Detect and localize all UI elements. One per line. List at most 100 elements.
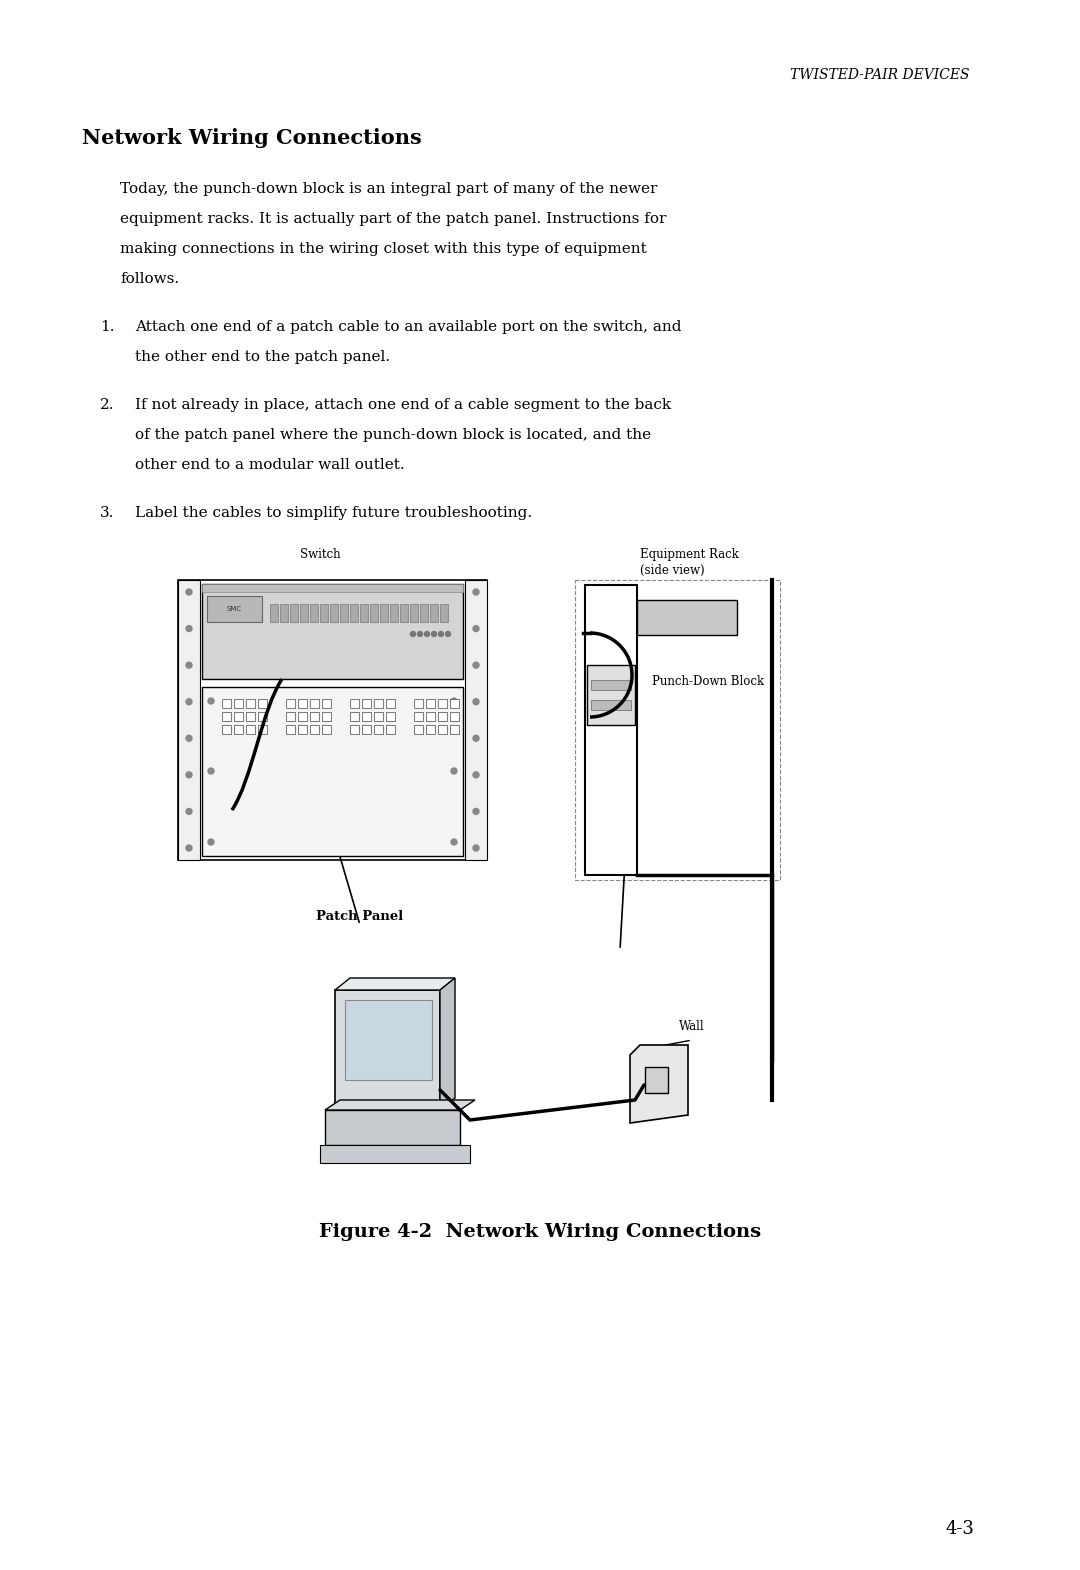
Bar xyxy=(258,713,267,721)
Bar xyxy=(286,713,295,721)
Circle shape xyxy=(451,838,457,845)
Bar xyxy=(645,1068,669,1093)
Bar xyxy=(246,725,255,735)
Bar xyxy=(374,725,383,735)
Circle shape xyxy=(451,768,457,774)
Bar xyxy=(362,713,372,721)
Text: other end to a modular wall outlet.: other end to a modular wall outlet. xyxy=(135,458,405,473)
Bar xyxy=(362,725,372,735)
Circle shape xyxy=(410,631,416,636)
Bar xyxy=(320,604,328,622)
Bar xyxy=(414,699,423,708)
Circle shape xyxy=(473,625,480,631)
Text: SMC: SMC xyxy=(227,606,242,612)
Bar xyxy=(591,700,631,710)
Bar xyxy=(234,699,243,708)
Bar xyxy=(300,604,308,622)
Text: Equipment Rack
(side view): Equipment Rack (side view) xyxy=(640,548,739,578)
Bar xyxy=(370,604,378,622)
Bar xyxy=(450,725,459,735)
Circle shape xyxy=(186,625,192,631)
Bar xyxy=(310,713,319,721)
Bar xyxy=(374,713,383,721)
Bar xyxy=(178,579,200,860)
Bar xyxy=(202,688,463,856)
Bar xyxy=(325,1110,460,1145)
Bar xyxy=(360,604,368,622)
Bar xyxy=(286,725,295,735)
Bar xyxy=(414,713,423,721)
Text: Patch Panel: Patch Panel xyxy=(316,911,404,923)
Bar xyxy=(310,604,318,622)
Bar xyxy=(426,699,435,708)
Bar xyxy=(426,725,435,735)
Circle shape xyxy=(473,845,480,851)
Circle shape xyxy=(473,589,480,595)
Bar xyxy=(362,699,372,708)
Bar xyxy=(320,1145,470,1163)
Bar xyxy=(222,699,231,708)
Bar xyxy=(246,699,255,708)
Bar xyxy=(207,597,262,622)
Bar xyxy=(585,586,637,874)
Bar xyxy=(420,604,428,622)
Circle shape xyxy=(186,699,192,705)
Bar xyxy=(426,713,435,721)
Circle shape xyxy=(451,699,457,703)
Circle shape xyxy=(438,631,444,636)
Circle shape xyxy=(186,589,192,595)
Text: TWISTED-PAIR DEVICES: TWISTED-PAIR DEVICES xyxy=(791,68,970,82)
Text: Figure 4-2  Network Wiring Connections: Figure 4-2 Network Wiring Connections xyxy=(319,1223,761,1240)
Bar xyxy=(258,725,267,735)
Circle shape xyxy=(473,663,480,669)
Bar xyxy=(440,604,448,622)
Text: making connections in the wiring closet with this type of equipment: making connections in the wiring closet … xyxy=(120,242,647,256)
Bar xyxy=(234,713,243,721)
Circle shape xyxy=(432,631,436,636)
Circle shape xyxy=(424,631,430,636)
Bar xyxy=(430,604,438,622)
Bar xyxy=(322,713,330,721)
Bar xyxy=(322,725,330,735)
Bar xyxy=(438,699,447,708)
Bar xyxy=(322,699,330,708)
Bar xyxy=(350,699,359,708)
Bar xyxy=(310,725,319,735)
Polygon shape xyxy=(335,978,455,991)
Bar xyxy=(298,725,307,735)
Bar xyxy=(390,604,399,622)
Bar xyxy=(234,725,243,735)
Polygon shape xyxy=(630,1046,688,1123)
Bar xyxy=(340,604,348,622)
Bar xyxy=(386,725,395,735)
Bar xyxy=(310,699,319,708)
Text: Punch-Down Block: Punch-Down Block xyxy=(652,675,765,688)
Bar xyxy=(438,725,447,735)
Bar xyxy=(298,713,307,721)
Text: Switch: Switch xyxy=(299,548,340,560)
Bar xyxy=(400,604,408,622)
Bar xyxy=(588,666,635,725)
Circle shape xyxy=(473,735,480,741)
Text: Wall: Wall xyxy=(679,1020,705,1033)
Bar xyxy=(246,713,255,721)
Bar xyxy=(202,584,463,592)
Bar xyxy=(575,579,780,881)
Bar xyxy=(335,991,440,1110)
Circle shape xyxy=(186,735,192,741)
Bar xyxy=(350,713,359,721)
Text: of the patch panel where the punch-down block is located, and the: of the patch panel where the punch-down … xyxy=(135,429,651,443)
Text: Label the cables to simplify future troubleshooting.: Label the cables to simplify future trou… xyxy=(135,506,532,520)
Bar xyxy=(438,713,447,721)
Bar xyxy=(270,604,278,622)
Polygon shape xyxy=(440,978,455,1110)
Bar xyxy=(280,604,288,622)
Circle shape xyxy=(186,845,192,851)
Circle shape xyxy=(208,768,214,774)
Text: If not already in place, attach one end of a cable segment to the back: If not already in place, attach one end … xyxy=(135,399,671,411)
Bar xyxy=(380,604,388,622)
Text: equipment racks. It is actually part of the patch panel. Instructions for: equipment racks. It is actually part of … xyxy=(120,212,666,226)
Text: Network Wiring Connections: Network Wiring Connections xyxy=(82,129,422,148)
Bar xyxy=(386,699,395,708)
Text: 1.: 1. xyxy=(100,320,114,334)
